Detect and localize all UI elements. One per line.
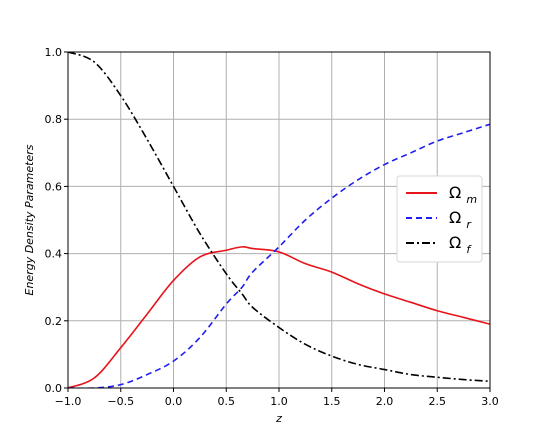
y-axis-label: Energy Density Parameters: [23, 144, 36, 295]
y-tick-label: 0.0: [45, 382, 63, 395]
legend: Ω m Ω r Ω f: [396, 175, 483, 263]
legend-label-omega-r-sub: r: [466, 218, 472, 231]
x-tick-label: 2.5: [429, 395, 447, 408]
legend-label-omega-f-sub: f: [466, 243, 472, 256]
series-line-omega-m: [68, 246, 490, 388]
x-tick-label: 3.0: [481, 395, 499, 408]
legend-label-omega-r-base: Ω: [449, 208, 461, 227]
x-tick-label: 0.0: [165, 395, 183, 408]
x-tick-label: 0.5: [218, 395, 236, 408]
y-tick-label: 0.2: [45, 315, 63, 328]
legend-box: [396, 175, 483, 263]
legend-label-omega-m: Ω m: [449, 183, 477, 206]
y-tick-label: 0.8: [45, 113, 63, 126]
x-tick-label: 1.5: [323, 395, 341, 408]
x-axis-label: z: [275, 412, 282, 425]
series-line-omega-f: [68, 52, 490, 383]
series-line-omega-r: [68, 123, 490, 388]
ticks: −1.0 −0.5 0.0 0.5 1.0 1.5 2.0 2.5 3.0 0.0 0.2 0.4 0.…: [45, 46, 499, 408]
y-tick-label: 1.0: [45, 46, 63, 59]
legend-label-omega-f: Ω f: [449, 233, 472, 256]
x-tick-label: −1.0: [55, 395, 82, 408]
x-tick-label: 1.0: [270, 395, 288, 408]
legend-label-omega-m-sub: m: [466, 193, 477, 206]
series-layer: [68, 52, 490, 388]
legend-label-omega-r: Ω r: [449, 208, 472, 231]
legend-label-omega-m-base: Ω: [449, 183, 461, 202]
legend-label-omega-f-base: Ω: [449, 233, 461, 252]
x-tick-label: 2.0: [376, 395, 394, 408]
y-tick-label: 0.6: [45, 180, 63, 193]
x-tick-label: −0.5: [107, 395, 134, 408]
y-tick-label: 0.4: [45, 248, 63, 261]
